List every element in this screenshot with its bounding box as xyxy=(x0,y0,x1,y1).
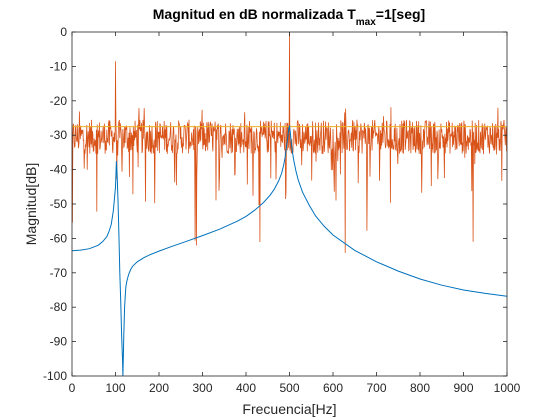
series-layer xyxy=(72,32,507,376)
y-tick-label: -80 xyxy=(50,300,68,314)
y-tick-label: -30 xyxy=(50,128,68,142)
x-tick-label: 200 xyxy=(149,381,169,395)
x-tick-label: 600 xyxy=(323,381,343,395)
x-tick-label: 1000 xyxy=(494,381,521,395)
axis-layer: 0 100 200 300 400 500 600 700 800 900 1000 0 -10 -20 -… xyxy=(43,25,521,395)
y-tick-label: -20 xyxy=(50,94,68,108)
x-tick-label: 700 xyxy=(366,381,386,395)
x-axis-label: Frecuencia[Hz] xyxy=(242,401,336,417)
y-tick-label: -100 xyxy=(43,369,67,383)
filter-response-line xyxy=(72,125,507,376)
y-tick-label: -90 xyxy=(50,335,68,349)
y-tick-label: -60 xyxy=(50,231,68,245)
y-tick-label: 0 xyxy=(60,25,67,39)
noisy-spectrum-line xyxy=(72,32,507,253)
x-tick-label: 300 xyxy=(192,381,212,395)
x-tick-label: 800 xyxy=(410,381,430,395)
chart-title-main: Magnitud en dB normalizada T xyxy=(153,6,356,22)
x-tick-label: 900 xyxy=(453,381,473,395)
y-tick-label: -70 xyxy=(50,266,68,280)
chart-title: Magnitud en dB normalizada Tmax=1[seg] xyxy=(153,6,425,28)
y-axis-label: Magnitud[dB] xyxy=(23,163,39,246)
chart-title-subscript: max xyxy=(356,17,376,28)
y-tick-label: -10 xyxy=(50,59,68,73)
y-tick-label: -40 xyxy=(50,163,68,177)
x-tick-label: 500 xyxy=(279,381,299,395)
x-tick-label: 400 xyxy=(236,381,256,395)
chart-title-suffix: =1[seg] xyxy=(376,6,425,22)
x-tick-label: 100 xyxy=(105,381,125,395)
x-tick-label: 0 xyxy=(69,381,76,395)
y-tick-label: -50 xyxy=(50,197,68,211)
